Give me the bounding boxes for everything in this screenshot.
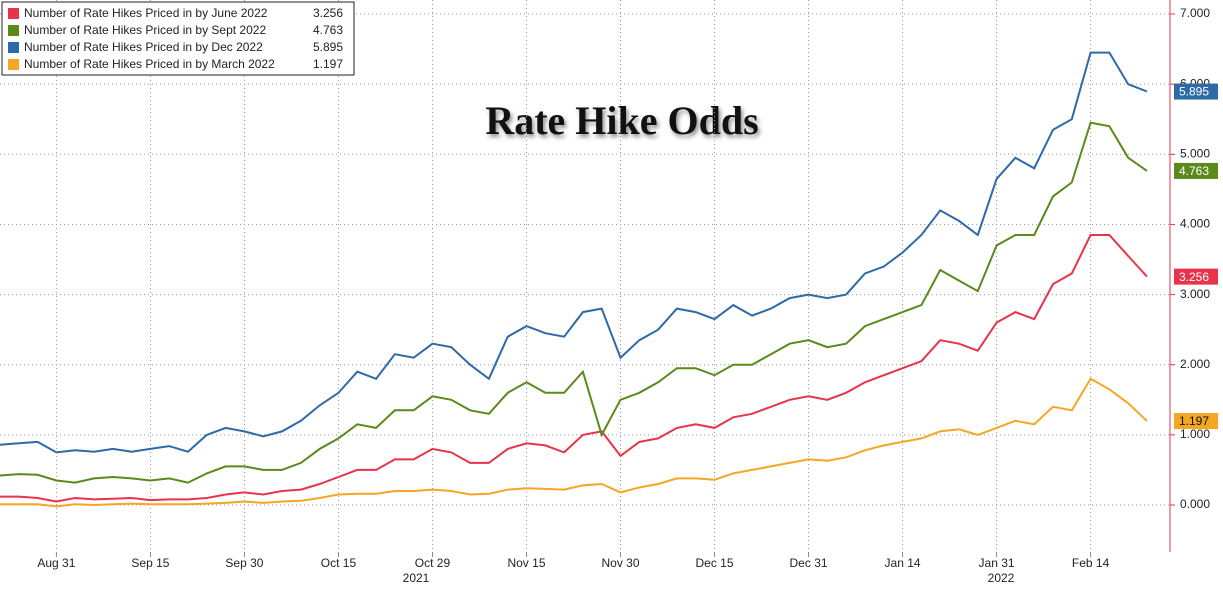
tag-label: 5.895 xyxy=(1179,85,1209,99)
tag-box xyxy=(1174,413,1218,430)
y-tick-label: 7.000 xyxy=(1180,6,1210,20)
last-value-tag: 4.763 xyxy=(1174,162,1218,179)
tag-label: 4.763 xyxy=(1179,164,1209,178)
x-tick-label: Sep 15 xyxy=(131,556,169,570)
tag-box xyxy=(1174,83,1218,100)
x-tick-label: Oct 15 xyxy=(321,556,357,570)
y-tick-label: 3.000 xyxy=(1180,287,1210,301)
x-tick-label: Oct 29 xyxy=(415,556,451,570)
tag-label: 1.197 xyxy=(1179,414,1209,428)
legend-swatch xyxy=(8,42,19,53)
legend-value: 4.763 xyxy=(313,23,343,37)
x-tick-label: Nov 30 xyxy=(601,556,639,570)
legend-value: 3.256 xyxy=(313,6,343,20)
tag-box xyxy=(1174,162,1218,179)
legend-label: Number of Rate Hikes Priced in by June 2… xyxy=(24,6,268,20)
last-value-tag: 3.256 xyxy=(1174,268,1218,285)
legend: Number of Rate Hikes Priced in by June 2… xyxy=(1,1,355,76)
x-tick-label: Jan 14 xyxy=(885,556,921,570)
x-tick-label: Nov 15 xyxy=(507,556,545,570)
legend-label: Number of Rate Hikes Priced in by March … xyxy=(24,57,275,71)
year-label: 2021 xyxy=(403,571,430,585)
x-tick-label: Sep 30 xyxy=(225,556,263,570)
tag-label: 3.256 xyxy=(1179,270,1209,284)
legend-label: Number of Rate Hikes Priced in by Dec 20… xyxy=(24,40,263,54)
last-value-tag: 1.197 xyxy=(1174,413,1218,430)
plot: 0.0001.0002.0003.0004.0005.0006.0007.000… xyxy=(0,0,1218,570)
series-line xyxy=(0,234,1148,503)
series-line xyxy=(0,51,1148,454)
series-line xyxy=(0,121,1148,484)
y-tick-label: 0.000 xyxy=(1180,497,1210,511)
y-tick-label: 4.000 xyxy=(1180,217,1210,231)
x-tick-label: Jan 31 xyxy=(979,556,1015,570)
tag-box xyxy=(1174,268,1218,285)
legend-swatch xyxy=(8,59,19,70)
y-tick-label: 1.000 xyxy=(1180,427,1210,441)
y-tick-label: 5.000 xyxy=(1180,146,1210,160)
x-tick-label: Aug 31 xyxy=(37,556,75,570)
y-tick-label: 2.000 xyxy=(1180,357,1210,371)
legend-value: 5.895 xyxy=(313,40,343,54)
year-label: 2022 xyxy=(988,571,1015,585)
legend-box xyxy=(1,1,355,76)
legend-swatch xyxy=(8,8,19,19)
legend-value: 1.197 xyxy=(313,57,343,71)
legend-label: Number of Rate Hikes Priced in by Sept 2… xyxy=(24,23,266,37)
x-tick-label: Feb 14 xyxy=(1072,556,1110,570)
chart-title: Rate Hike Odds xyxy=(485,98,758,143)
x-tick-label: Dec 31 xyxy=(790,556,828,570)
last-value-tag: 5.895 xyxy=(1174,83,1218,100)
x-tick-label: Dec 15 xyxy=(696,556,734,570)
legend-swatch xyxy=(8,25,19,36)
series-line xyxy=(0,377,1148,508)
